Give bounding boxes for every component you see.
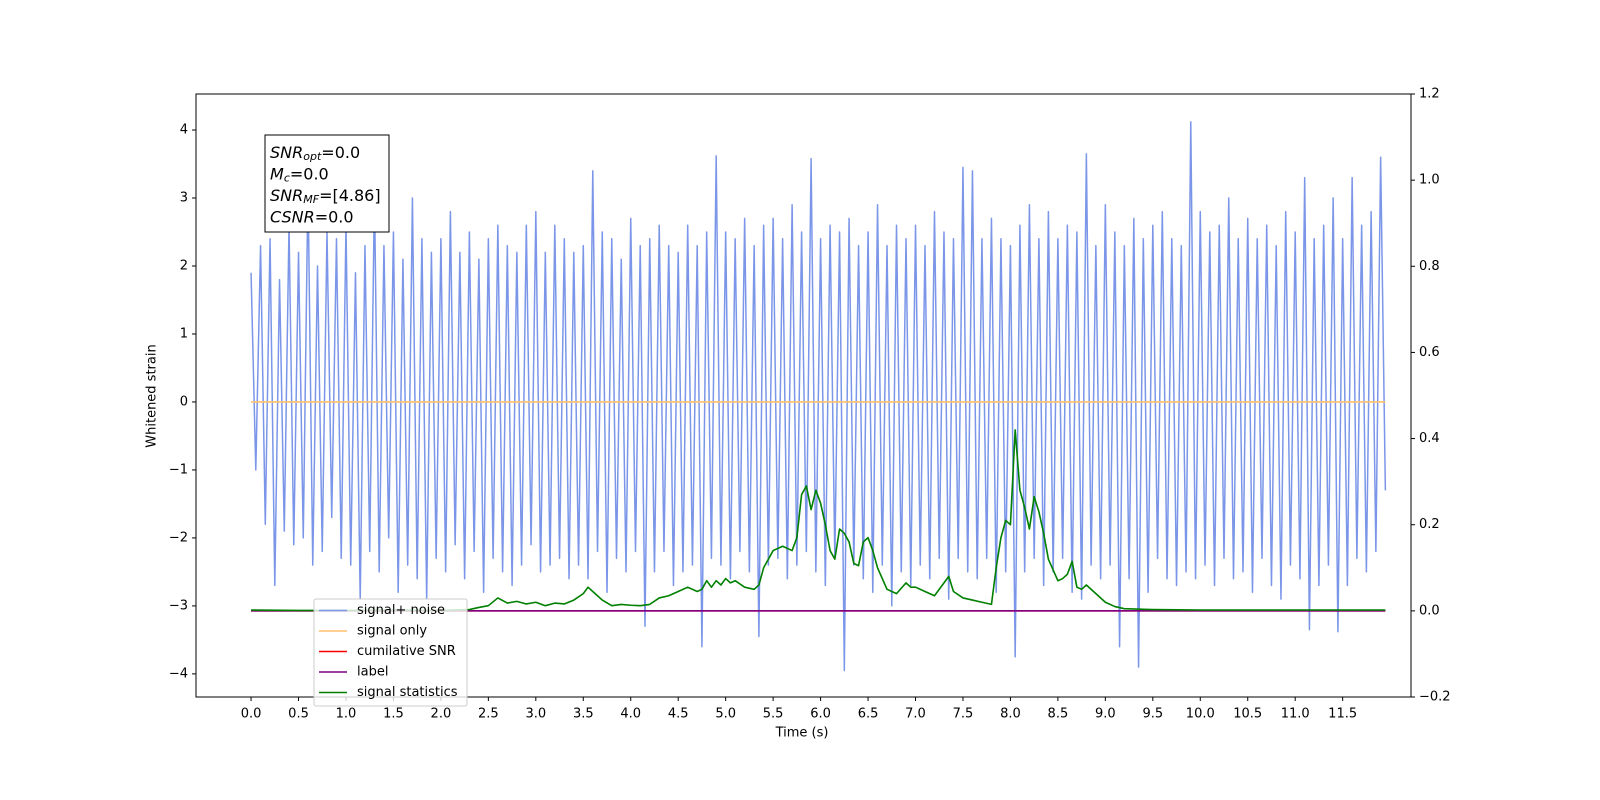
annotation-subscript: opt (303, 150, 322, 163)
x-tick-label: 2.0 (431, 707, 452, 722)
legend-label: label (357, 665, 388, 680)
x-tick-label: 4.5 (668, 707, 689, 722)
y-tick-label: 2 (180, 258, 188, 273)
legend-label: signal statistics (357, 685, 458, 700)
y2-tick-label: −0.2 (1419, 690, 1451, 705)
legend: signal+ noise signal only cumilative SNR la… (313, 598, 468, 707)
x-tick-label: 8.5 (1048, 707, 1069, 722)
y2-tick-label: 0.2 (1419, 517, 1440, 532)
x-tick-label: 6.5 (858, 707, 879, 722)
x-tick-label: 5.5 (763, 707, 784, 722)
annotation-subscript: MF (303, 193, 319, 206)
annotation-box (264, 134, 390, 233)
x-tick-label: 3.0 (525, 707, 546, 722)
y-tick-label: −3 (169, 598, 188, 613)
x-axis-label: Time (s) (775, 726, 829, 741)
y-tick-label: 0 (180, 394, 188, 409)
series-line (251, 429, 1386, 612)
annotation-line: Mc=0.0 (270, 164, 329, 185)
y-tick-label: −4 (169, 666, 188, 681)
y2-tick-label: 1.2 (1419, 87, 1440, 102)
legend-label: cumilative SNR (357, 644, 456, 659)
x-tick-label: 11.0 (1281, 707, 1310, 722)
annotation-value: =0.0 (321, 143, 360, 162)
x-tick-label: 1.5 (383, 707, 404, 722)
annotation-symbol: SNR (270, 186, 303, 205)
y2-tick-label: 0.0 (1419, 603, 1440, 618)
legend-label: signal+ noise (357, 603, 445, 618)
annotation-value: =0.0 (315, 207, 354, 226)
annotation-line: SNRMF=[4.86] (270, 186, 381, 207)
x-tick-label: 1.0 (336, 707, 357, 722)
y2-tick-label: 0.4 (1419, 431, 1440, 446)
x-tick-label: 2.5 (478, 707, 499, 722)
annotation-symbol: CSNR (270, 207, 315, 226)
y2-tick-label: 0.8 (1419, 259, 1440, 274)
annotation-symbol: SNR (270, 143, 303, 162)
x-tick-label: 3.5 (573, 707, 594, 722)
annotation-line: SNRopt=0.0 (270, 143, 360, 164)
x-tick-label: 7.5 (953, 707, 974, 722)
x-tick-label: 9.5 (1142, 707, 1163, 722)
legend-box (313, 598, 468, 707)
x-tick-label: 0.5 (288, 707, 309, 722)
x-tick-label: 8.0 (1000, 707, 1021, 722)
annotation-line: CSNR=0.0 (270, 207, 354, 226)
x-tick-label: 10.0 (1186, 707, 1215, 722)
x-tick-label: 9.0 (1095, 707, 1116, 722)
y-tick-label: 4 (180, 123, 188, 138)
x-tick-label: 0.0 (241, 707, 262, 722)
legend-label: signal only (357, 624, 427, 639)
plot-frame (195, 93, 1412, 698)
x-tick-label: 6.0 (810, 707, 831, 722)
y-axis-label: Whitened strain (145, 344, 160, 447)
series-line (250, 121, 1387, 672)
annotation-value: =0.0 (290, 164, 329, 183)
y2-tick-label: 1.0 (1419, 173, 1440, 188)
y-tick-label: −1 (169, 462, 188, 477)
y-tick-label: 3 (180, 191, 188, 206)
y2-tick-label: 0.6 (1419, 345, 1440, 360)
x-tick-label: 4.0 (620, 707, 641, 722)
x-tick-label: 7.0 (905, 707, 926, 722)
y-tick-label: −2 (169, 530, 188, 545)
annotation-subscript: c (284, 172, 290, 185)
y-tick-label: 1 (180, 326, 188, 341)
annotation-symbol: M (270, 164, 284, 183)
x-tick-label: 10.5 (1233, 707, 1262, 722)
annotation-value: =[4.86] (319, 186, 381, 205)
x-tick-label: 11.5 (1328, 707, 1357, 722)
x-tick-label: 5.0 (715, 707, 736, 722)
